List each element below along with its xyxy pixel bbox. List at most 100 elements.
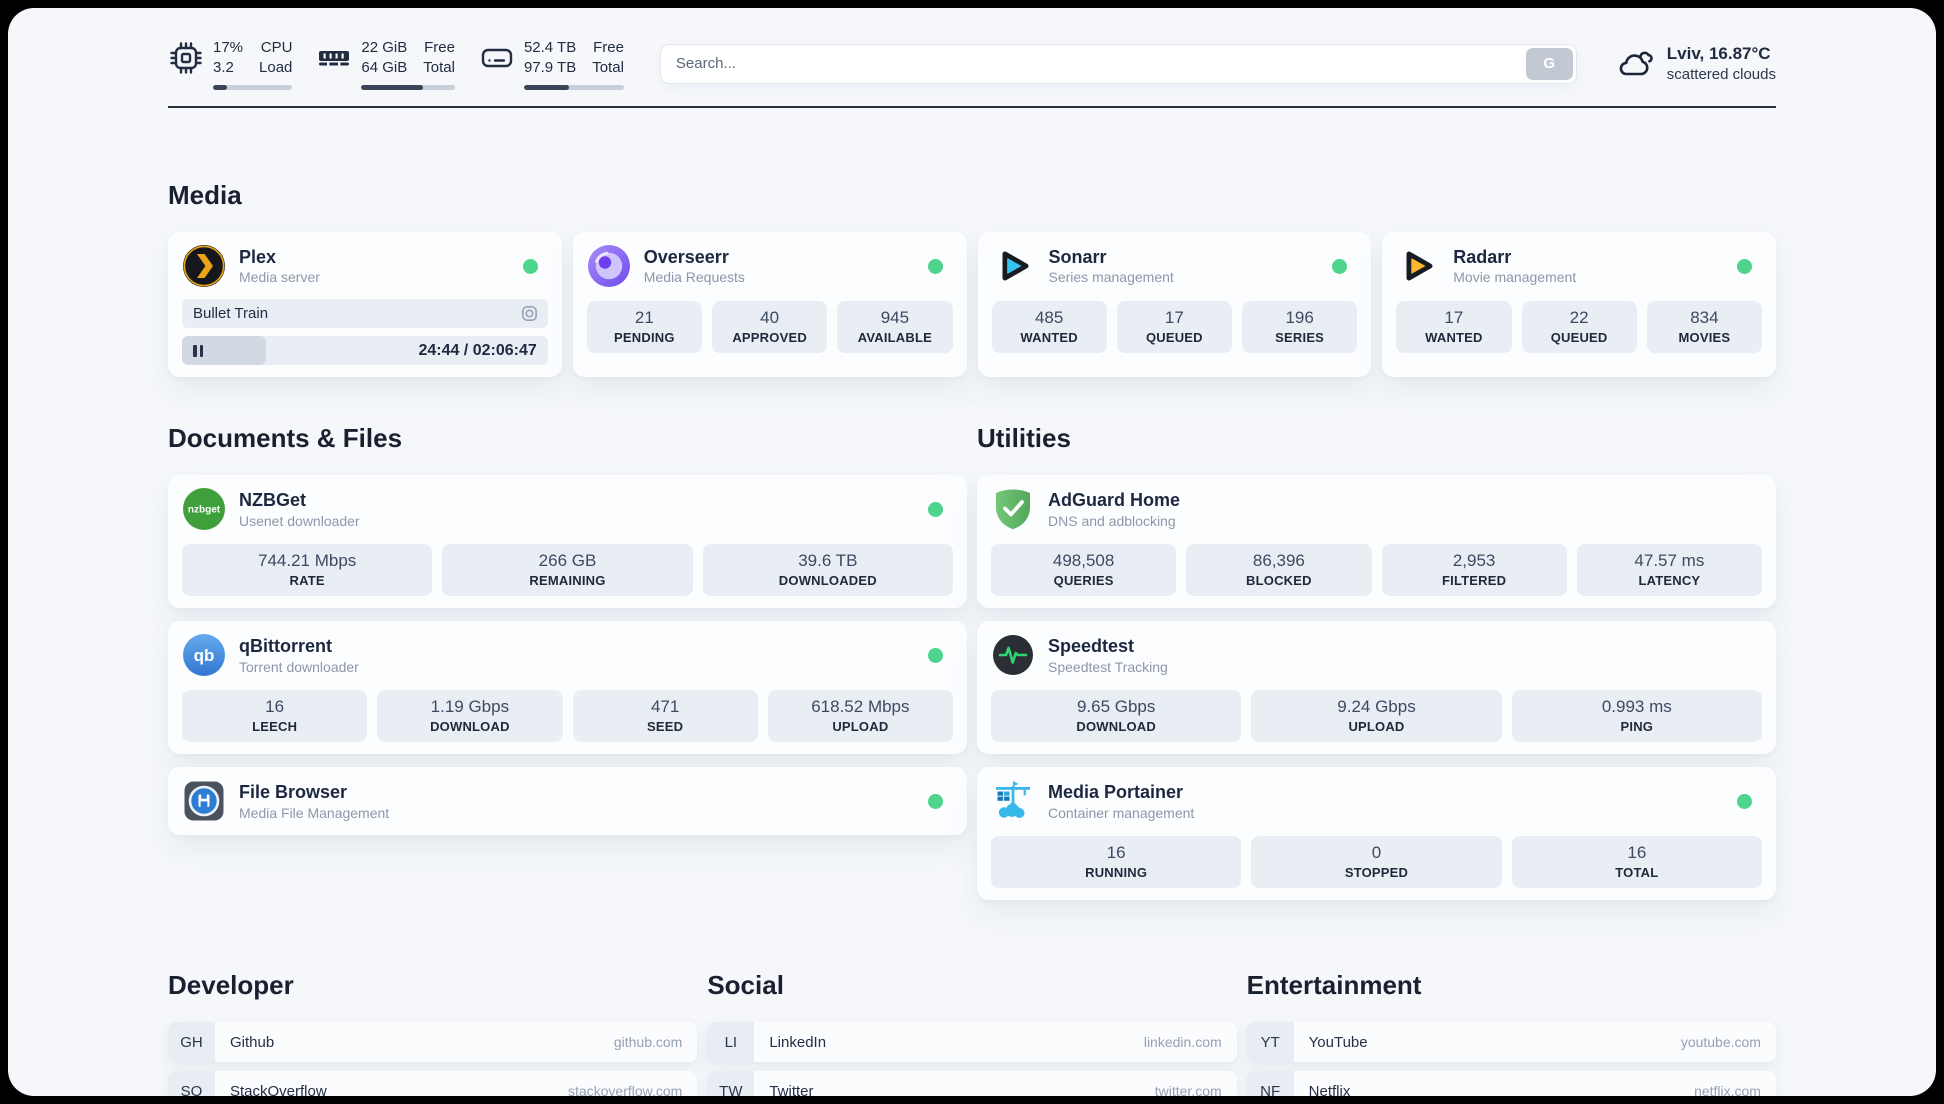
radarr-icon [1396,244,1440,288]
now-playing-row: Bullet Train [182,299,548,329]
stat-leech: 16 LEECH [182,690,368,743]
disk-icon [479,40,515,76]
ram-labels: Free Total [423,39,455,77]
dashboard-page: 17% 3.2 CPU Load [8,8,1936,1096]
app-subtitle: Container management [1048,804,1195,821]
app-card-overseerr[interactable]: Overseerr Media Requests 21 PENDING 40 A… [572,232,967,378]
bookmark-url: stackoverflow.com [567,1083,683,1096]
stat-upload: 618.52 Mbps UPLOAD [767,690,953,743]
cpu-progress-bar [213,84,293,90]
app-subtitle: Speedtest Tracking [1048,658,1168,675]
video-session-icon [520,304,539,323]
stat-total: 16 TOTAL [1511,836,1762,889]
app-card-plex[interactable]: Plex Media server Bullet Train [168,232,562,378]
ram-widget: 22 GiB 64 GiB Free Total [316,38,455,90]
now-playing-title: Bullet Train [193,305,269,323]
bookmark-group-social: Social LI LinkedIn linkedin.com TW Twitt… [707,948,1237,1096]
bookmark-netflix[interactable]: NF Netflix netflix.com [1246,1071,1776,1096]
bookmark-url: netflix.com [1694,1083,1761,1096]
header-divider [168,105,1776,108]
app-title: Radarr [1453,246,1512,267]
svg-text:qb: qb [194,646,215,665]
playback-progress-bar: 24:44 / 02:06:47 [182,336,548,366]
stat-filtered: 2,953 FILTERED [1381,544,1567,597]
status-online-dot [927,258,943,274]
disk-values: 52.4 TB 97.9 TB [523,39,577,77]
app-title: AdGuard Home [1048,489,1181,510]
pause-icon [193,344,203,357]
portainer-icon [991,779,1035,823]
app-card-radarr[interactable]: Radarr Movie management 17 WANTED 22 QUE… [1382,232,1776,378]
cpu-values: 17% 3.2 [213,39,244,77]
app-card-portainer[interactable]: Media Portainer Container management 16 … [977,767,1776,901]
adguard-icon [991,487,1035,531]
stat-wanted: 485 WANTED [991,301,1107,354]
bookmark-abbr: TW [707,1071,755,1096]
bookmark-youtube[interactable]: YT YouTube youtube.com [1246,1022,1776,1063]
stat-downloaded: 39.6 TB DOWNLOADED [702,544,953,597]
overseerr-icon [587,244,631,288]
bookmark-stackoverflow[interactable]: SO StackOverflow stackoverflow.com [168,1071,698,1096]
ram-progress-bar [361,84,455,90]
svg-text:nzbget: nzbget [188,505,221,516]
app-subtitle: Torrent downloader [239,658,359,675]
app-card-speedtest[interactable]: Speedtest Speedtest Tracking 9.65 Gbps D… [977,621,1776,755]
bookmark-name: YouTube [1308,1033,1368,1051]
app-title: qBittorrent [239,635,332,656]
bookmark-twitter[interactable]: TW Twitter twitter.com [707,1071,1237,1096]
cpu-icon [168,40,204,76]
status-online-dot [928,793,943,809]
bookmark-linkedin[interactable]: LI LinkedIn linkedin.com [707,1022,1237,1063]
ram-values: 22 GiB 64 GiB [361,39,408,77]
app-card-qbittorrent[interactable]: qb qBittorrent Torrent downloader [168,621,967,755]
bookmark-url: github.com [613,1034,683,1051]
bookmark-url: youtube.com [1680,1034,1761,1051]
utilities-column: Utilities [977,401,1776,901]
nzbget-icon: nzbget [182,487,226,531]
stat-remaining: 266 GB REMAINING [442,544,693,597]
stat-running: 16 RUNNING [991,836,1242,889]
stat-available: 945 AVAILABLE [837,301,953,354]
speedtest-icon [991,633,1035,677]
section-title-documents: Documents & Files [168,422,403,453]
status-online-dot [522,258,538,274]
stat-stopped: 0 STOPPED [1251,836,1502,889]
stat-upload: 9.24 Gbps UPLOAD [1251,690,1502,743]
bookmark-abbr: LI [707,1022,755,1063]
stat-download: 9.65 Gbps DOWNLOAD [991,690,1242,743]
bookmark-group-entertainment: Entertainment YT YouTube youtube.com NF … [1246,948,1776,1096]
app-card-sonarr[interactable]: Sonarr Series management 485 WANTED 17 Q… [977,232,1372,378]
section-title-utilities: Utilities [977,422,1071,453]
bookmark-abbr: YT [1246,1022,1294,1063]
top-bar: 17% 3.2 CPU Load [168,8,1776,90]
cpu-labels: CPU Load [259,39,293,77]
app-title: Plex [239,246,277,267]
bookmark-name: Netflix [1308,1082,1351,1096]
disk-labels: Free Total [592,39,624,77]
status-online-dot [1332,258,1348,274]
bookmark-abbr: GH [168,1022,215,1063]
bookmark-abbr: NF [1246,1071,1294,1096]
section-title-developer: Developer [168,969,294,1000]
app-title: Overseerr [643,246,729,267]
bookmark-github[interactable]: GH Github github.com [168,1022,698,1063]
qbittorrent-icon: qb [182,633,226,677]
weather-condition: scattered clouds [1666,66,1776,84]
app-subtitle: Media Requests [643,269,745,286]
bookmark-name: Github [230,1033,275,1051]
resource-widgets: 17% 3.2 CPU Load [168,38,624,90]
disk-progress-bar [523,84,624,90]
bookmark-name: Twitter [769,1082,814,1096]
app-card-filebrowser[interactable]: File Browser Media File Management [168,767,967,836]
app-card-adguard[interactable]: AdGuard Home DNS and adblocking 498,508 … [977,475,1776,609]
status-online-dot [928,501,943,517]
bookmark-name: StackOverflow [230,1082,327,1096]
search-engine-button[interactable]: G [1525,47,1573,80]
bookmark-url: linkedin.com [1143,1034,1222,1051]
app-card-nzbget[interactable]: nzbget NZBGet Usenet downloader 74 [168,475,967,609]
app-subtitle: DNS and adblocking [1048,512,1176,529]
section-title-social: Social [707,969,784,1000]
search-input[interactable] [660,55,1576,73]
ram-icon [316,40,352,76]
app-subtitle: Series management [1048,269,1174,286]
